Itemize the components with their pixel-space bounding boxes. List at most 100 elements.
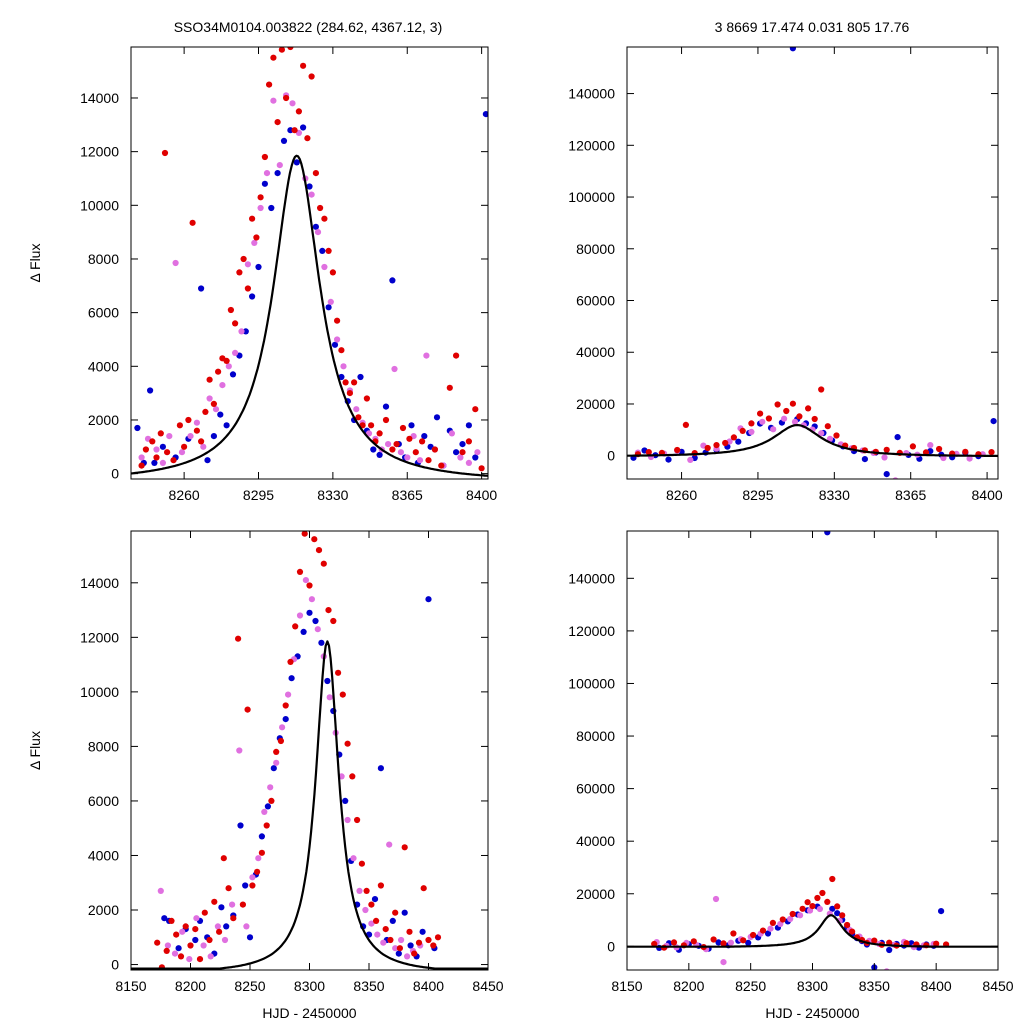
data-point: [308, 596, 315, 603]
data-point: [368, 920, 375, 927]
data-point: [270, 97, 277, 104]
data-point: [268, 204, 275, 212]
data-point: [302, 577, 309, 584]
data-point: [962, 448, 969, 455]
data-point: [748, 420, 755, 427]
data-point: [344, 816, 351, 824]
data-point: [883, 968, 890, 970]
series-3: [138, 92, 481, 469]
data-point: [883, 446, 890, 453]
data-point: [735, 438, 742, 445]
data-point: [186, 956, 193, 963]
data-point: [292, 623, 299, 630]
data-point: [270, 765, 277, 772]
data-point: [182, 923, 189, 930]
x-axis-label: HJD - 2450000: [765, 1005, 859, 1021]
data-point: [415, 939, 423, 946]
data-point: [727, 939, 735, 946]
data-point: [829, 875, 836, 883]
data-point: [377, 882, 384, 889]
data-point: [273, 748, 280, 756]
y-tick-label: 140000: [568, 86, 615, 102]
data-point: [342, 797, 349, 805]
data-point: [750, 931, 757, 939]
y-tick-label: 10000: [80, 197, 119, 213]
data-point: [193, 915, 200, 922]
data-point: [249, 882, 256, 889]
panel-bottom-left: 0 2000 4000 6000 8000 10000 12000 14000 8150 8200…: [27, 530, 504, 1021]
panels-group: 0 2000 4000 6000 8000 10000 12000 14000 8260 8295…: [27, 46, 1014, 1021]
data-point: [346, 390, 353, 397]
data-point: [814, 894, 821, 902]
data-point: [338, 373, 345, 381]
data-point: [196, 956, 204, 963]
data-point: [457, 454, 464, 461]
data-point: [206, 936, 213, 944]
data-point: [740, 937, 747, 944]
data-point: [881, 454, 888, 461]
data-point: [276, 162, 283, 169]
data-point: [389, 277, 396, 284]
data-point: [988, 449, 995, 456]
data-point: [391, 365, 398, 373]
data-point: [287, 658, 294, 666]
data-point: [236, 747, 243, 754]
data-point: [254, 868, 261, 875]
data-point: [387, 936, 394, 944]
data-point: [834, 910, 841, 917]
data-point: [382, 926, 389, 933]
y-tick-label: 14000: [80, 575, 119, 591]
data-point: [363, 887, 370, 895]
data-point: [300, 628, 307, 636]
data-point: [166, 433, 173, 440]
data-point: [819, 889, 826, 897]
data-point: [425, 457, 432, 464]
data-point: [446, 384, 453, 391]
plot-area: [131, 531, 488, 970]
data-point: [253, 234, 260, 241]
x-tick-label: 8450: [982, 978, 1013, 994]
data-point: [289, 100, 296, 107]
data-point: [404, 454, 411, 461]
data-point: [779, 916, 786, 923]
data-point: [232, 320, 239, 327]
x-tick-label: 8260: [666, 487, 697, 503]
data-point: [834, 903, 841, 910]
data-point: [282, 716, 289, 723]
data-point: [288, 675, 295, 682]
data-point: [824, 531, 831, 536]
x-tick-label: 8300: [797, 978, 828, 994]
data-point: [314, 626, 321, 633]
data-point: [438, 462, 445, 469]
data-point: [453, 449, 460, 456]
data-point: [200, 443, 207, 450]
data-point: [720, 959, 727, 966]
data-point: [764, 930, 772, 937]
data-point: [465, 438, 472, 445]
data-point: [324, 677, 331, 685]
data-point: [397, 449, 404, 456]
data-point: [936, 445, 943, 453]
data-point: [396, 945, 403, 952]
data-point: [277, 737, 284, 745]
x-tick-label: 8365: [895, 487, 926, 503]
data-point: [412, 449, 419, 456]
fit-parameters-title: 3 8669 17.474 0.031 805 17.76: [715, 19, 910, 35]
data-point: [818, 430, 825, 437]
object-title: SSO34M0104.003822 (284.62, 4367.12, 3): [174, 19, 443, 35]
x-tick-label: 8400: [972, 487, 1003, 503]
y-tick-label: 80000: [576, 241, 615, 257]
data-point: [861, 456, 869, 463]
data-point: [239, 901, 246, 908]
data-point: [153, 446, 160, 453]
data-point: [258, 849, 265, 856]
data-point: [149, 438, 156, 445]
data-point: [404, 953, 411, 960]
x-tick-label: 8330: [317, 487, 348, 503]
data-point: [368, 901, 375, 908]
data-point: [371, 896, 379, 903]
data-point: [362, 906, 369, 914]
data-point: [237, 822, 244, 829]
x-tick-label: 8330: [819, 487, 850, 503]
data-point: [218, 904, 225, 911]
